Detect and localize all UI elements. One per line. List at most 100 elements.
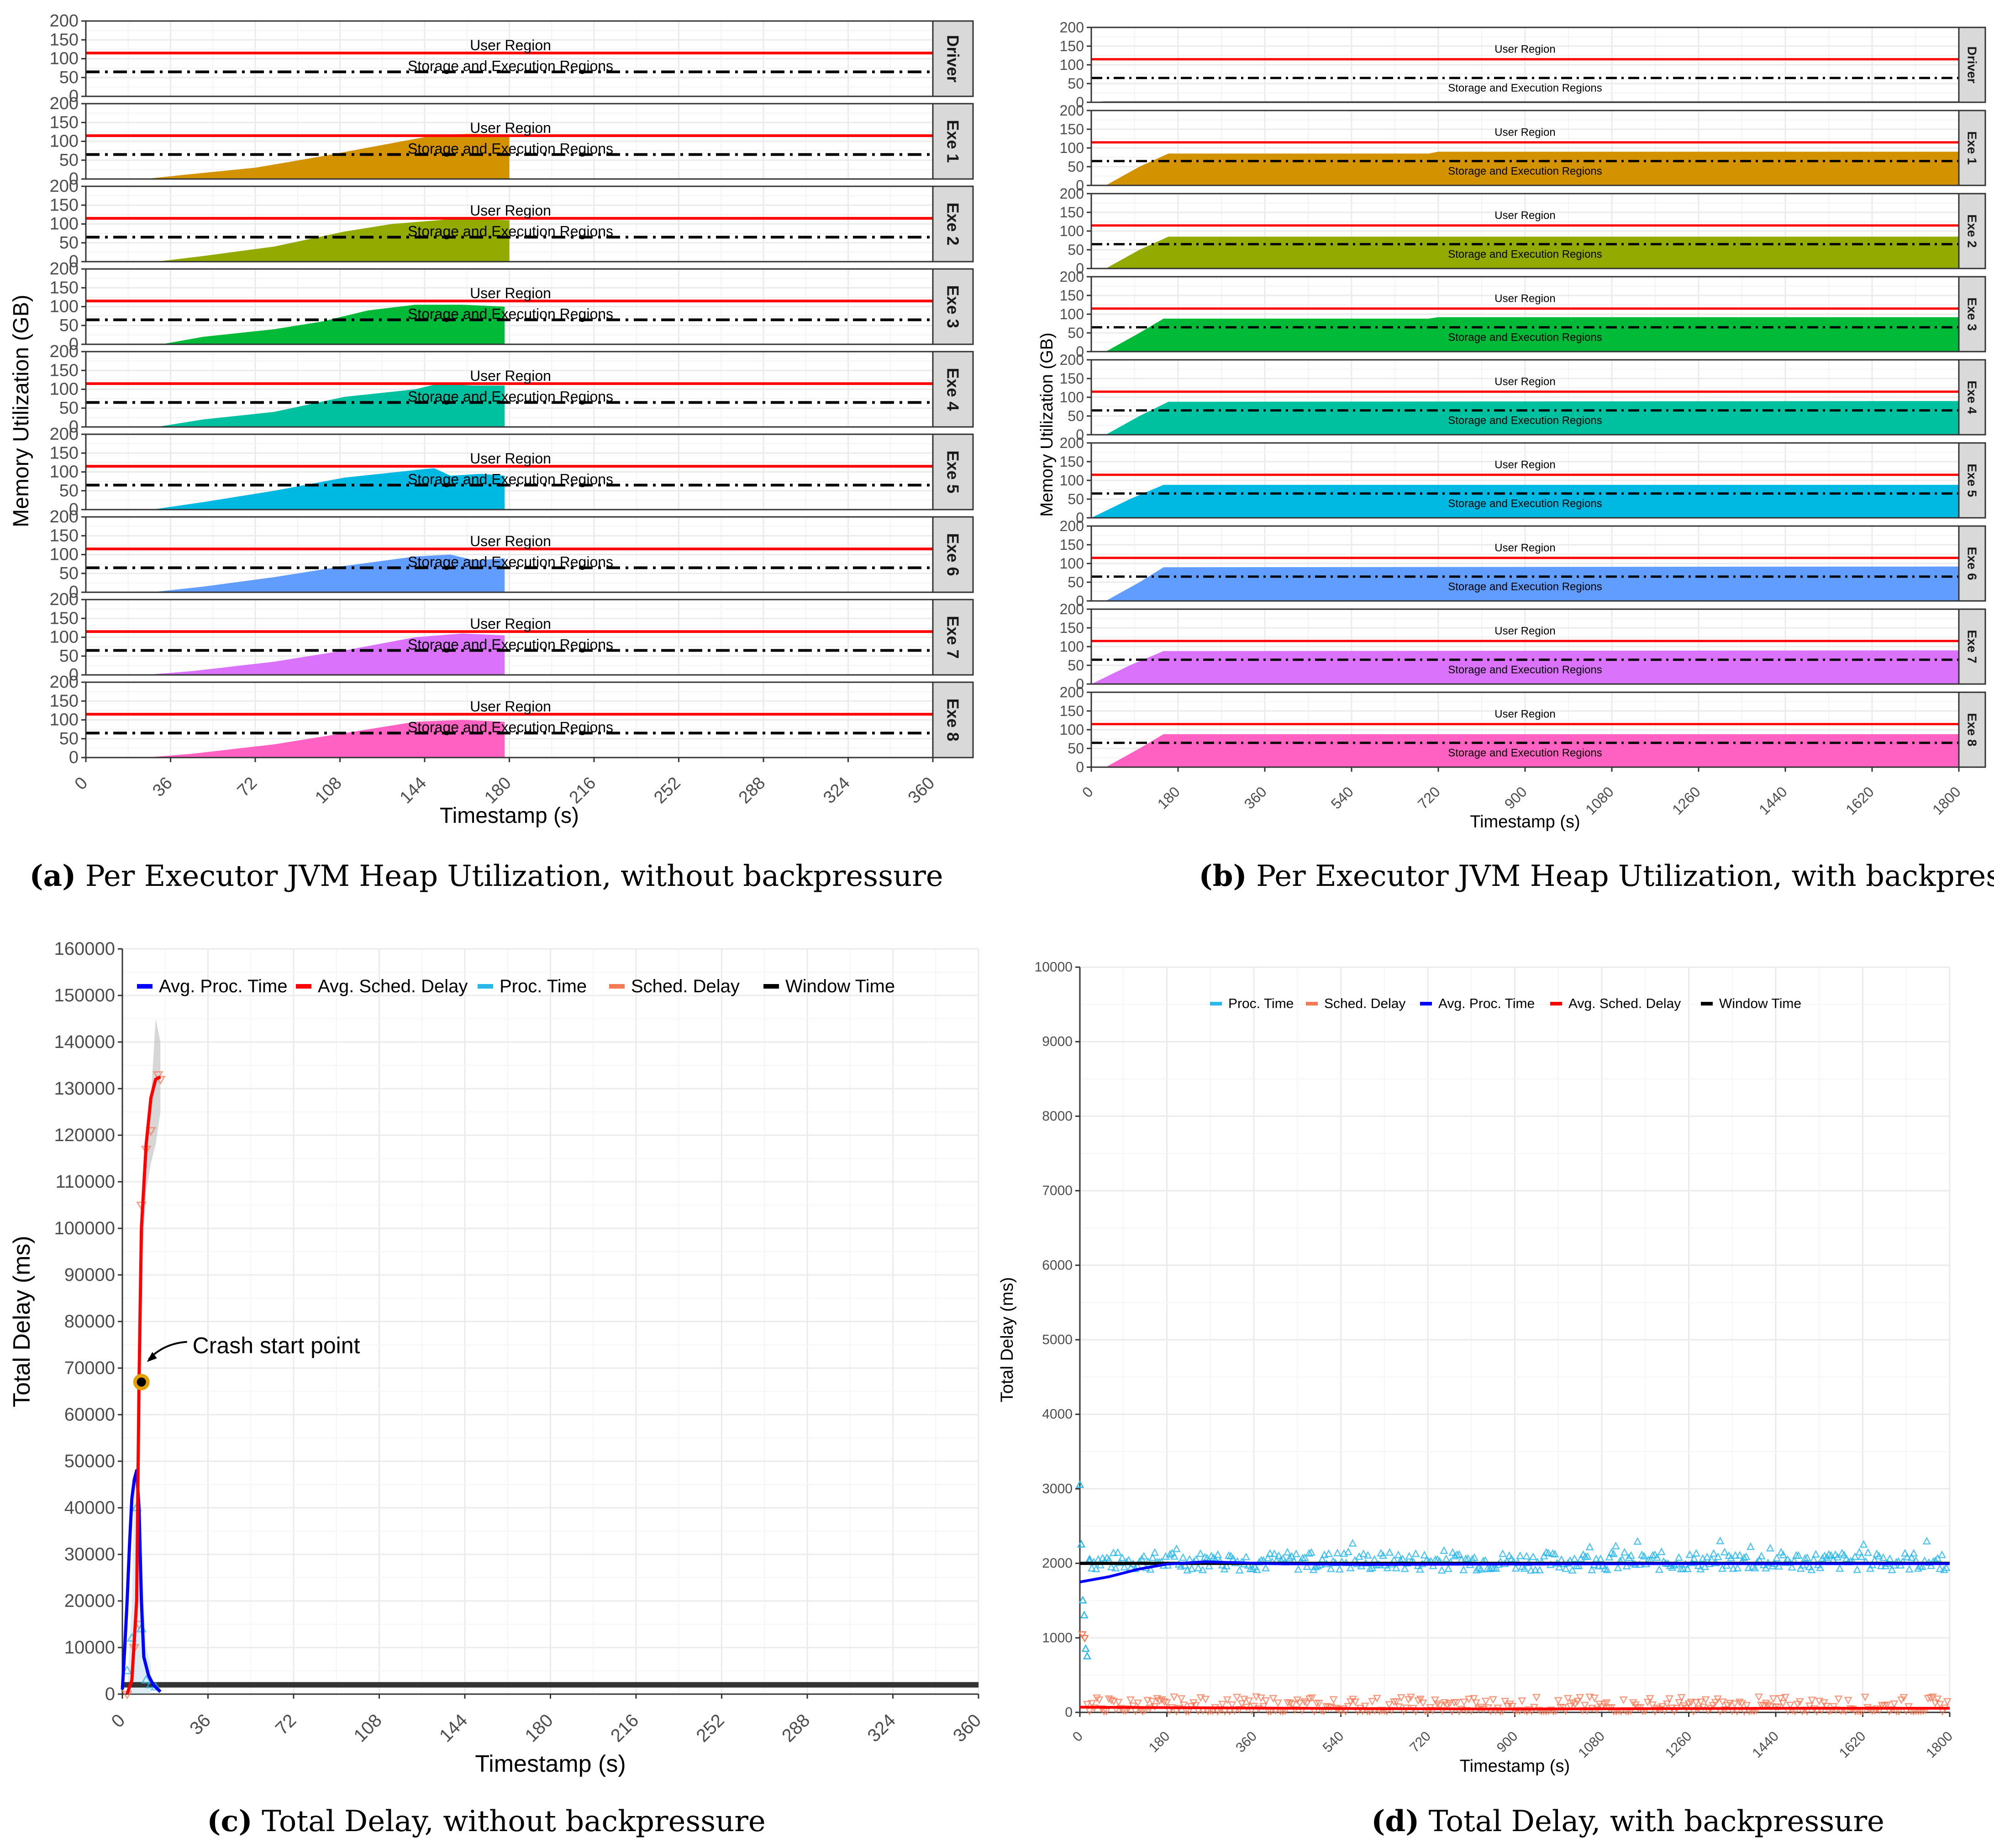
x-tick-label: 324 xyxy=(864,1710,900,1746)
storage-region-label: Storage and Execution Regions xyxy=(408,223,613,239)
avg-sched-delay-line xyxy=(126,1075,161,1695)
area-exe-3 xyxy=(1105,317,1959,352)
proc-time-point xyxy=(1307,1548,1316,1556)
proc-time-point xyxy=(1492,1564,1500,1572)
legend-label: Avg. Proc. Time xyxy=(159,976,288,996)
sched-delay-point xyxy=(1767,1703,1775,1711)
sched-delay-point xyxy=(153,1071,163,1080)
proc-time-point xyxy=(1324,1549,1333,1557)
avg-sched-delay-line xyxy=(1079,1706,1950,1711)
user-region-label: User Region xyxy=(470,120,551,136)
y-tick-label: 150000 xyxy=(54,985,115,1006)
avg-proc-time-line xyxy=(1079,1560,1950,1584)
sched-delay-point xyxy=(1776,1695,1785,1703)
x-tick-label: 360 xyxy=(905,774,939,808)
proc-time-point xyxy=(1196,1549,1205,1557)
facet-label: Exe 6 xyxy=(1965,547,1979,580)
proc-time-point xyxy=(1529,1552,1537,1560)
area-exe-6 xyxy=(152,554,505,592)
sched-delay-point xyxy=(1080,1635,1089,1643)
proc-time-point xyxy=(1622,1561,1631,1569)
y-tick-label: 200 xyxy=(1060,435,1084,451)
sched-delay-point xyxy=(1078,1631,1087,1639)
proc-time-point xyxy=(1111,1564,1120,1572)
y-tick-label: 150 xyxy=(1060,620,1084,636)
sched-delay-point xyxy=(1554,1697,1563,1705)
sched-delay-point xyxy=(1133,1700,1142,1707)
user-region-label: User Region xyxy=(1494,126,1555,139)
crash-point-marker xyxy=(137,1377,146,1387)
x-tick-label: 0 xyxy=(1070,1729,1086,1745)
sched-delay-point xyxy=(1273,1699,1283,1707)
facet-strip xyxy=(932,268,974,345)
proc-time-point xyxy=(1092,1564,1100,1572)
sched-delay-point xyxy=(1878,1702,1886,1710)
proc-time-point xyxy=(141,1674,152,1684)
y-tick-label: 100 xyxy=(1060,472,1084,489)
sched-delay-point xyxy=(1786,1701,1794,1710)
y-tick-label: 0 xyxy=(69,87,79,106)
proc-time-point xyxy=(1080,1611,1089,1619)
y-tick-label: 200 xyxy=(1060,102,1084,119)
sched-delay-point xyxy=(1431,1696,1439,1705)
facet-panel: User Region Storage and Execution Regions… xyxy=(1060,269,1986,360)
sched-delay-point xyxy=(1933,1695,1942,1704)
proc-time-point xyxy=(1877,1561,1885,1569)
x-tick-label: 720 xyxy=(1415,783,1443,812)
y-tick-label: 50 xyxy=(1068,158,1084,175)
proc-time-point xyxy=(1379,1551,1388,1559)
y-tick-label: 30000 xyxy=(64,1544,115,1564)
y-tick-label: 50 xyxy=(59,729,79,748)
sched-delay-point xyxy=(1464,1695,1473,1704)
figure-caption: (a) Per Executor JVM Heap Utilization, w… xyxy=(29,859,943,893)
y-tick-label: 70000 xyxy=(64,1358,115,1378)
sched-delay-point xyxy=(1148,1698,1157,1706)
proc-time-point xyxy=(1278,1554,1288,1562)
proc-time-point xyxy=(1314,1561,1322,1569)
y-tick-label: 50 xyxy=(59,399,79,418)
facet-panel: User Region Storage and Execution Regions… xyxy=(1060,102,1986,194)
facet-strip xyxy=(1958,193,1986,269)
y-tick-label: 150 xyxy=(50,278,79,297)
proc-time-point xyxy=(1866,1564,1874,1572)
x-tick-label: 288 xyxy=(735,774,769,808)
y-tick-label: 150 xyxy=(1060,204,1084,221)
facet-label: Exe 3 xyxy=(944,285,963,328)
proc-time-point xyxy=(1087,1564,1096,1572)
proc-time-point xyxy=(1107,1563,1115,1570)
y-tick-label: 150 xyxy=(50,30,79,49)
proc-time-point xyxy=(1477,1564,1485,1573)
proc-time-point xyxy=(1625,1553,1633,1561)
user-region-label: User Region xyxy=(470,368,551,384)
proc-time-point xyxy=(1811,1550,1820,1558)
y-tick-label: 100 xyxy=(50,463,79,482)
proc-time-point xyxy=(1526,1566,1536,1574)
y-tick-label: 50 xyxy=(59,151,79,170)
user-region-label: User Region xyxy=(470,202,551,219)
proc-time-point xyxy=(1420,1551,1429,1558)
facet-panel: User Region Storage and Execution Regions… xyxy=(1060,352,1986,443)
proc-time-point xyxy=(1633,1537,1642,1545)
proc-time-point xyxy=(1535,1565,1544,1574)
proc-time-point xyxy=(1653,1553,1662,1561)
facet-strip xyxy=(1958,442,1986,519)
chart-a: User Region Storage and Execution Regions… xyxy=(9,11,974,893)
x-tick-label: 180 xyxy=(481,774,515,808)
y-tick-label: 150 xyxy=(1060,370,1084,387)
figure-caption: (d) Total Delay, with backpressure xyxy=(1371,1804,1884,1838)
proc-time-point xyxy=(1668,1563,1677,1571)
area-exe-2 xyxy=(156,218,510,262)
proc-time-point xyxy=(1927,1561,1936,1569)
proc-time-point xyxy=(1170,1552,1179,1560)
sched-delay-point xyxy=(1433,1700,1442,1708)
legend-label: Avg. Proc. Time xyxy=(1438,996,1535,1011)
proc-time-point xyxy=(1611,1542,1620,1549)
proc-time-point xyxy=(1694,1561,1703,1569)
proc-time-point xyxy=(1922,1537,1931,1545)
legend-label: Proc. Time xyxy=(1228,996,1294,1011)
facet-panel: User Region Storage and Execution Regions… xyxy=(50,94,974,189)
sched-delay-point xyxy=(1469,1695,1478,1703)
y-tick-label: 200 xyxy=(50,673,79,692)
y-tick-label: 50 xyxy=(59,647,79,666)
y-tick-label: 100 xyxy=(50,215,79,234)
